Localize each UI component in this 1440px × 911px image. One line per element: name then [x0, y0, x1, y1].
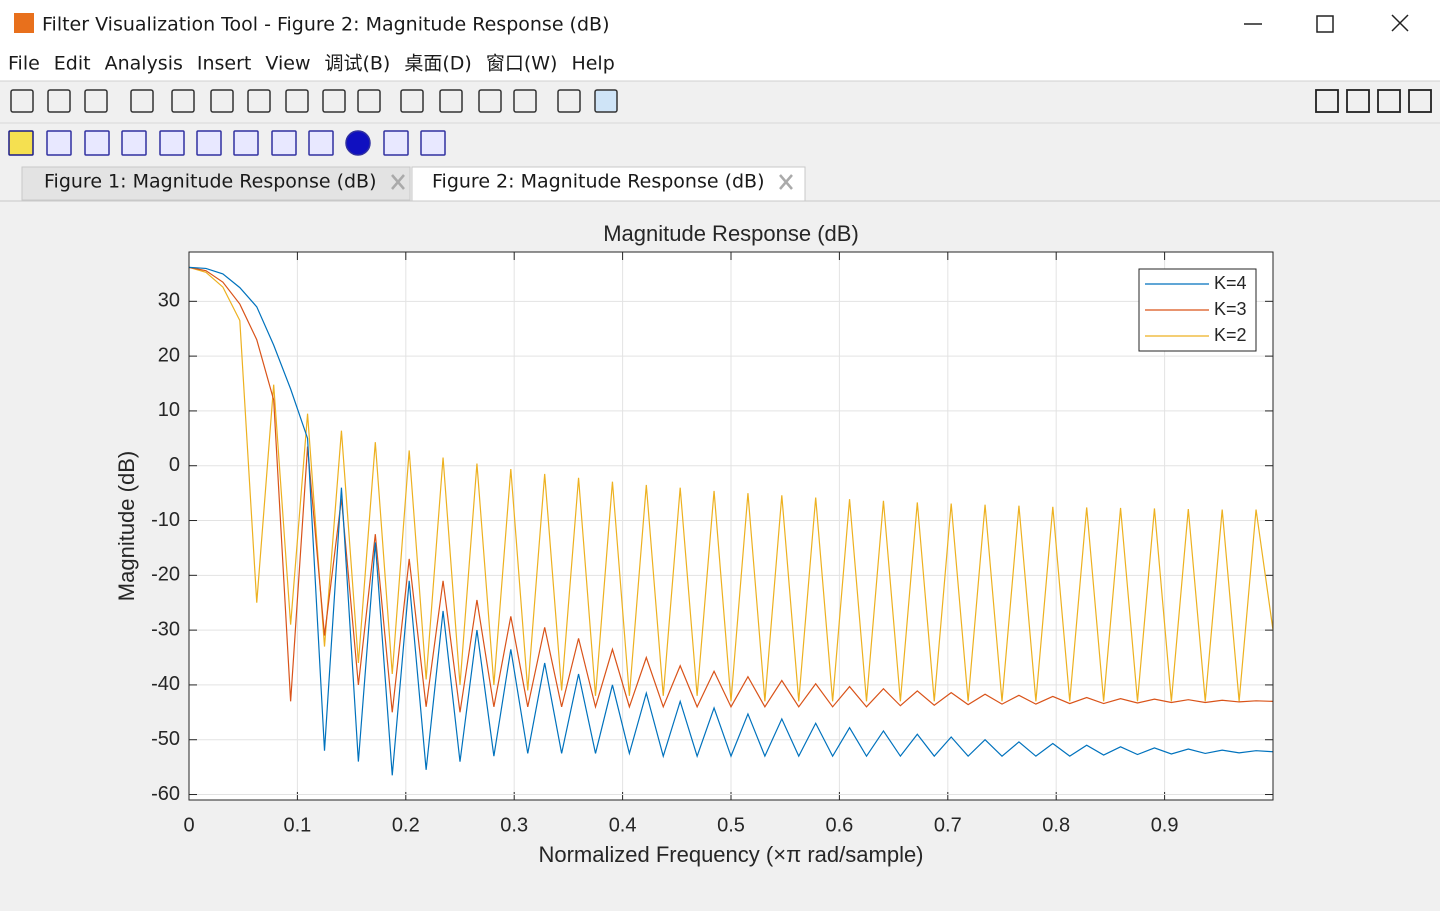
maximize-button[interactable]: [1316, 15, 1334, 33]
toolbar-button[interactable]: [47, 89, 71, 113]
menu-bar: [0, 47, 1440, 81]
toolbar-button[interactable]: [322, 89, 346, 113]
legend-label: K=3: [1214, 299, 1247, 319]
y-axis-label: Magnitude (dB): [114, 451, 139, 601]
tab-close[interactable]: [779, 174, 793, 190]
menu-item[interactable]: Analysis: [105, 53, 183, 75]
tab-label[interactable]: Figure 2: Magnitude Response (dB): [432, 171, 765, 193]
series-line: [189, 266, 1273, 702]
menu-item[interactable]: 窗口(W): [486, 53, 558, 75]
legend-label: K=2: [1214, 325, 1247, 345]
layout-button[interactable]: [1377, 89, 1401, 113]
toolbar-button[interactable]: [439, 89, 463, 113]
analysis-button[interactable]: [121, 130, 147, 156]
menu-item[interactable]: View: [265, 53, 310, 75]
toolbar-button[interactable]: [210, 89, 234, 113]
series-line: [189, 266, 1273, 713]
y-tick-label: -10: [151, 509, 180, 531]
analysis-button[interactable]: [233, 130, 259, 156]
analysis-button[interactable]: [420, 130, 446, 156]
menu-item[interactable]: File: [8, 53, 40, 75]
x-tick-label: 0.6: [825, 814, 853, 836]
toolbar-button[interactable]: [171, 89, 195, 113]
y-tick-label: 20: [158, 344, 180, 366]
tab[interactable]: [21, 166, 411, 201]
y-tick-label: -30: [151, 618, 180, 640]
toolbar-button[interactable]: [130, 89, 154, 113]
menu-item[interactable]: Edit: [54, 53, 91, 75]
analysis-button[interactable]: [271, 130, 297, 156]
x-tick-label: 0.8: [1042, 814, 1070, 836]
x-tick-label: 0.3: [500, 814, 528, 836]
toolbar-button[interactable]: [247, 89, 271, 113]
legend-label: K=4: [1214, 273, 1247, 293]
analysis-button[interactable]: [308, 130, 334, 156]
toolbar-button[interactable]: [594, 89, 618, 113]
toolbar-button[interactable]: [478, 89, 502, 113]
x-tick-label: 0.7: [934, 814, 962, 836]
toolbar-button[interactable]: [10, 89, 34, 113]
series-line: [189, 266, 1273, 776]
chart-title: Magnitude Response (dB): [603, 221, 859, 246]
y-tick-label: 30: [158, 290, 180, 312]
x-tick-label: 0.5: [717, 814, 745, 836]
x-tick-label: 0.4: [609, 814, 637, 836]
x-tick-label: 0.9: [1151, 814, 1179, 836]
menu-item[interactable]: Insert: [197, 53, 252, 75]
tab-label[interactable]: Figure 1: Magnitude Response (dB): [44, 171, 377, 193]
x-tick-label: 0: [183, 814, 194, 836]
toolbar-button[interactable]: [400, 89, 424, 113]
analysis-button[interactable]: [8, 130, 34, 156]
y-tick-label: 10: [158, 399, 180, 421]
x-axis-label: Normalized Frequency (×π rad/sample): [538, 842, 923, 867]
title-bar: [0, 0, 1440, 47]
menu-item[interactable]: 调试(B): [324, 53, 390, 75]
layout-button[interactable]: [1315, 89, 1339, 113]
analysis-button[interactable]: [345, 130, 371, 156]
toolbar-button[interactable]: [285, 89, 309, 113]
menu-item[interactable]: 桌面(D): [404, 53, 471, 75]
x-tick-label: 0.2: [392, 814, 420, 836]
y-tick-label: -20: [151, 564, 180, 586]
close-button[interactable]: [1391, 14, 1409, 32]
menu-item[interactable]: Help: [571, 53, 614, 75]
x-tick-label: 0.1: [283, 814, 311, 836]
tab-close[interactable]: [391, 174, 405, 190]
toolbar-button[interactable]: [357, 89, 381, 113]
toolbar-button[interactable]: [557, 89, 581, 113]
axes-box: [188, 251, 1274, 801]
toolbar-button[interactable]: [513, 89, 537, 113]
window-title: Filter Visualization Tool - Figure 2: Ma…: [42, 14, 609, 36]
y-tick-label: 0: [169, 454, 180, 476]
y-tick-label: -40: [151, 673, 180, 695]
analysis-button[interactable]: [46, 130, 72, 156]
layout-button[interactable]: [1346, 89, 1370, 113]
analysis-button[interactable]: [196, 130, 222, 156]
analysis-button[interactable]: [159, 130, 185, 156]
app-icon: [14, 13, 34, 33]
y-tick-label: -60: [151, 783, 180, 805]
analysis-button[interactable]: [84, 130, 110, 156]
analysis-button[interactable]: [383, 130, 409, 156]
y-tick-label: -50: [151, 728, 180, 750]
layout-button[interactable]: [1408, 89, 1432, 113]
toolbar-button[interactable]: [84, 89, 108, 113]
tab-active[interactable]: [411, 166, 806, 202]
